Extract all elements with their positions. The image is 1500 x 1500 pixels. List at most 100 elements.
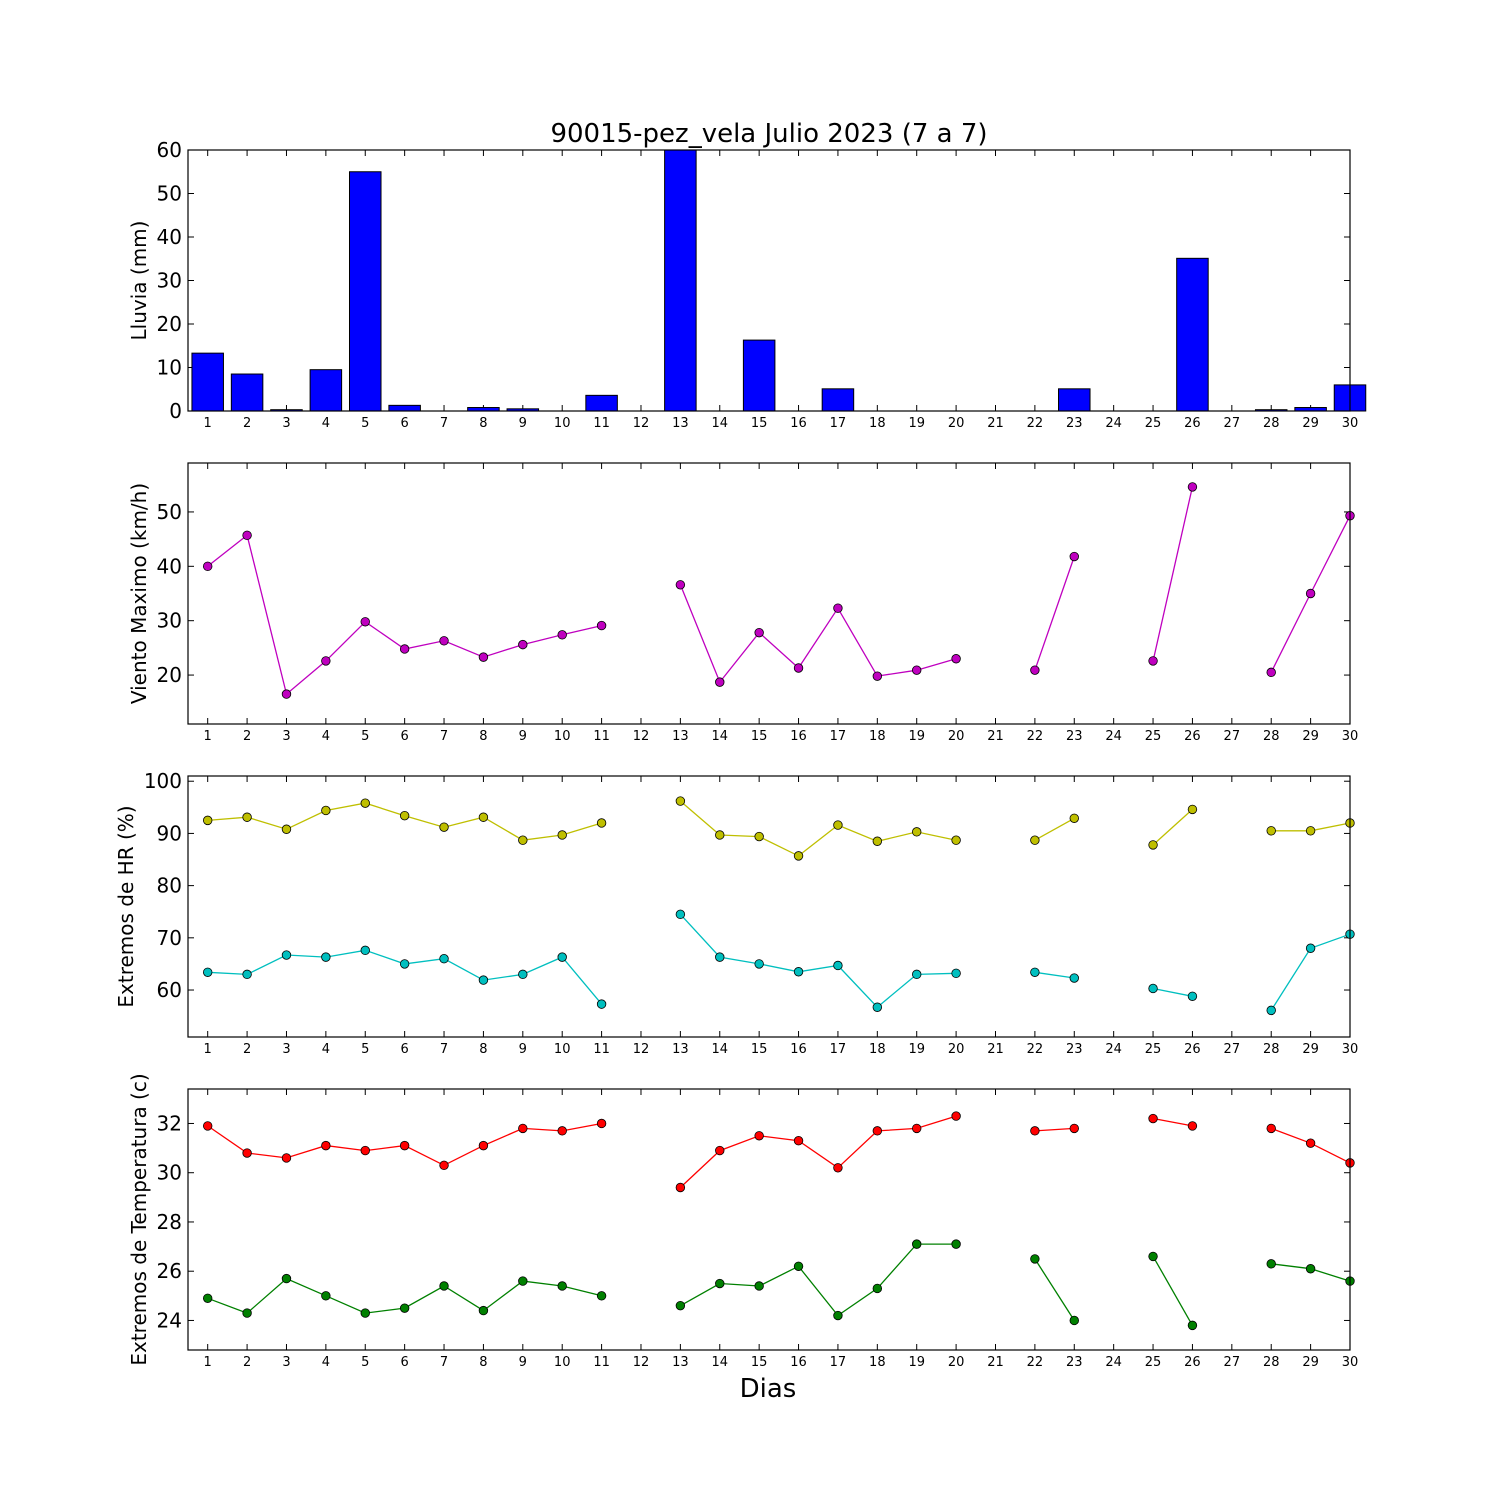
- point-series-2-day-2: [242, 1308, 252, 1318]
- series-1-line: [1034, 817, 1075, 841]
- series-1-line: [1034, 556, 1075, 671]
- point-series-2-day-3: [281, 950, 292, 960]
- x-tick-label: 1: [204, 729, 212, 744]
- x-tick-label: 6: [401, 1042, 409, 1057]
- x-tick-label: 21: [987, 1355, 1004, 1370]
- x-tick-label: 12: [633, 729, 650, 744]
- point-series-2-day-16: [793, 1261, 804, 1271]
- y-axis-label: Lluvia (mm): [127, 221, 151, 341]
- y-tick-label: 40: [157, 554, 182, 578]
- point-series-1-day-17: [833, 1163, 843, 1173]
- x-tick-label: 5: [361, 416, 369, 431]
- x-tick-label: 3: [282, 1355, 290, 1370]
- point-series-1-day-29: [1305, 588, 1316, 599]
- point-series-2-day-18: [872, 1002, 883, 1012]
- x-tick-label: 19: [908, 416, 925, 431]
- point-series-1-day-3: [281, 824, 292, 834]
- series-1-line: [1152, 486, 1194, 662]
- y-tick-label: 50: [157, 182, 182, 206]
- x-tick-label: 3: [282, 729, 290, 744]
- x-tick-label: 30: [1342, 1042, 1359, 1057]
- point-series-2-day-7: [439, 954, 449, 964]
- x-tick-label: 24: [1105, 729, 1122, 744]
- point-series-2-day-15: [754, 1281, 764, 1291]
- point-series-1-day-26: [1187, 482, 1198, 492]
- plot-frame: [187, 149, 1351, 412]
- x-tick-label: 2: [243, 416, 251, 431]
- x-tick-label: 1: [204, 1355, 212, 1370]
- x-tick-label: 13: [672, 729, 689, 744]
- point-series-2-day-14: [715, 952, 725, 962]
- x-tick-label: 24: [1105, 416, 1122, 431]
- x-tick-label: 6: [401, 1355, 409, 1370]
- x-tick-label: 14: [711, 416, 728, 431]
- series-2-line: [207, 949, 603, 1005]
- point-series-1-day-10: [557, 1126, 567, 1136]
- x-tick-label: 30: [1342, 1355, 1359, 1370]
- y-tick-label: 20: [157, 663, 182, 687]
- series-1-line: [207, 802, 602, 841]
- series-2-line: [679, 913, 957, 1009]
- x-tick-label: 26: [1184, 1042, 1201, 1057]
- x-tick-label: 5: [361, 1042, 369, 1057]
- x-tick-label: 3: [282, 1042, 290, 1057]
- x-tick-label: 9: [519, 1042, 527, 1057]
- y-tick-label: 30: [157, 609, 182, 633]
- point-series-1-day-25: [1148, 840, 1158, 850]
- x-tick-label: 1: [204, 1042, 212, 1057]
- bar-day-26: [1176, 257, 1209, 412]
- y-axis-label: Extremos de Temperatura (c): [127, 1073, 151, 1365]
- point-series-1-day-4: [321, 656, 331, 666]
- point-series-1-day-9: [518, 835, 528, 845]
- x-tick-label: 29: [1302, 729, 1319, 744]
- point-series-1-day-10: [557, 630, 567, 640]
- point-series-2-day-4: [321, 952, 331, 962]
- point-series-1-day-19: [912, 1123, 922, 1134]
- point-series-2-day-4: [321, 1291, 331, 1301]
- point-series-1-day-28: [1266, 826, 1276, 836]
- point-series-2-day-20: [951, 1239, 961, 1249]
- x-tick-label: 18: [869, 729, 886, 744]
- point-series-1-day-13: [675, 796, 686, 806]
- x-tick-label: 2: [243, 1042, 251, 1057]
- y-tick-label: 32: [157, 1111, 182, 1135]
- bar-day-13: [664, 149, 697, 412]
- x-tick-label: 14: [711, 729, 728, 744]
- point-series-2-day-10: [557, 1281, 567, 1291]
- point-series-2-day-23: [1069, 1315, 1079, 1326]
- plot-frame: [187, 775, 1351, 1038]
- point-series-2-day-14: [715, 1278, 725, 1289]
- series-1-line: [207, 534, 602, 696]
- x-tick-label: 12: [633, 1042, 650, 1057]
- y-tick-label: 100: [144, 769, 182, 793]
- x-tick-label: 15: [751, 416, 768, 431]
- x-tick-label: 18: [869, 1042, 886, 1057]
- x-tick-label: 24: [1105, 1042, 1122, 1057]
- x-tick-label: 2: [243, 1355, 251, 1370]
- x-tick-label: 18: [869, 1355, 886, 1370]
- point-series-1-day-22: [1030, 1126, 1040, 1136]
- point-series-1-day-8: [478, 652, 489, 662]
- point-series-1-day-2: [242, 530, 252, 541]
- point-series-1-day-14: [715, 1145, 725, 1156]
- x-tick-label: 11: [593, 1042, 610, 1057]
- x-tick-label: 27: [1224, 1355, 1241, 1370]
- x-tick-label: 15: [751, 1042, 768, 1057]
- y-tick-label: 10: [157, 356, 182, 380]
- point-series-1-day-7: [439, 1160, 449, 1171]
- x-tick-label: 22: [1027, 416, 1044, 431]
- point-series-2-day-5: [360, 1308, 370, 1318]
- point-series-2-day-29: [1305, 1264, 1316, 1274]
- x-tick-label: 14: [711, 1042, 728, 1057]
- series-2-line: [1152, 1256, 1193, 1326]
- x-tick-label: 7: [440, 1355, 448, 1370]
- point-series-1-day-25: [1148, 1113, 1158, 1124]
- x-tick-label: 28: [1263, 1355, 1280, 1370]
- point-series-1-day-18: [872, 1126, 883, 1136]
- point-series-1-day-6: [399, 1140, 410, 1151]
- x-tick-label: 17: [830, 1042, 847, 1057]
- series-1-line: [679, 1115, 957, 1188]
